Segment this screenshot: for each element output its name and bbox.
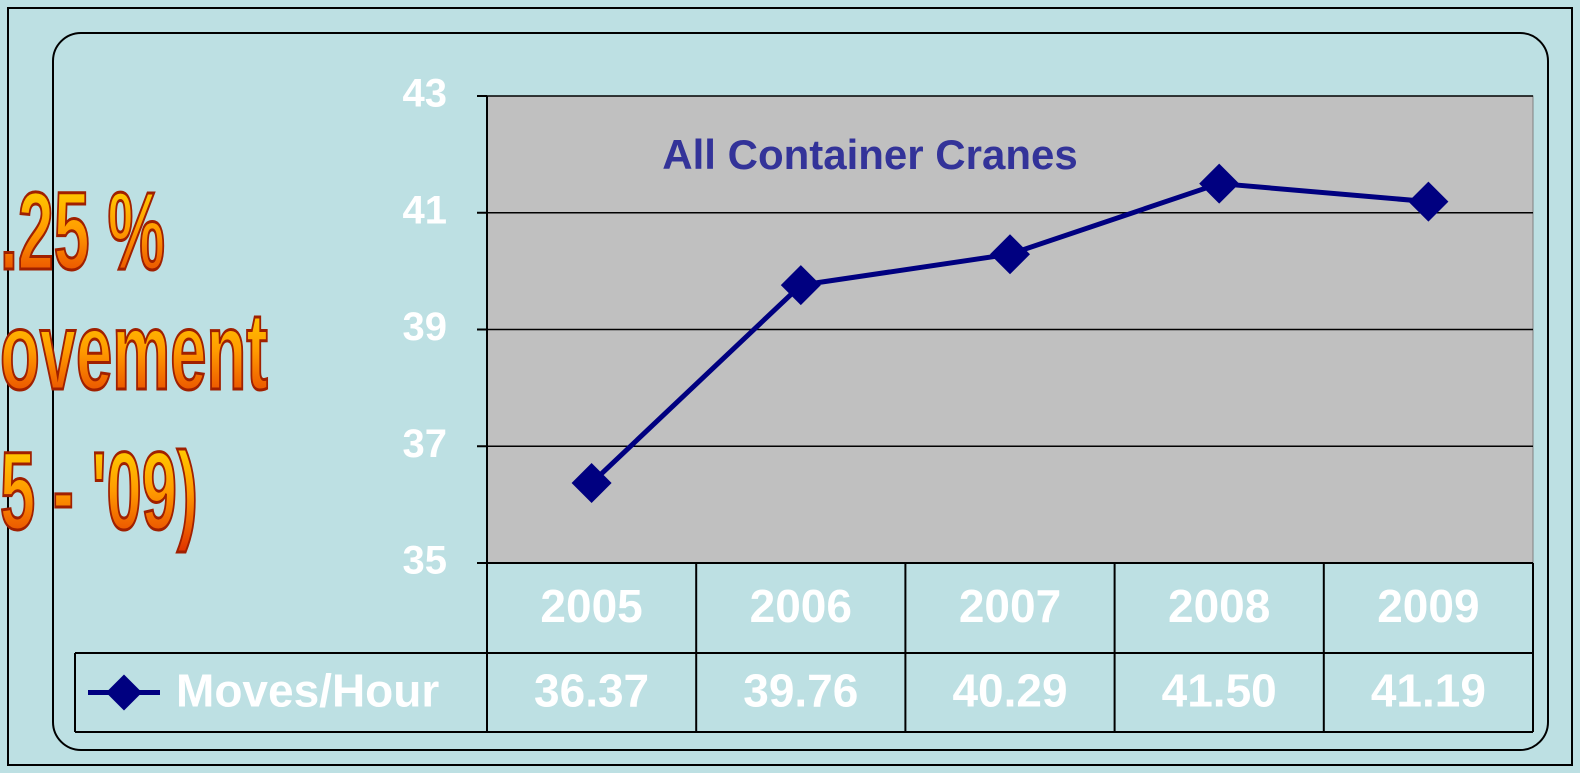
x-tick-label: 2005 — [540, 580, 642, 632]
y-tick-label: 37 — [403, 422, 448, 466]
x-tick-label: 2007 — [959, 580, 1061, 632]
data-label: 36.37 — [534, 665, 649, 717]
chart-title: All Container Cranes — [662, 131, 1077, 178]
annotation: .25 % — [0, 170, 165, 293]
chart: .25 %ovement 5 - '09) 35 37 39 41 43 2005 36.3… — [0, 0, 1580, 773]
x-tick-label: 2009 — [1377, 580, 1479, 632]
y-tick-label: 39 — [403, 305, 448, 349]
y-tick-label: 35 — [403, 539, 448, 583]
legend-label: Moves/Hour — [176, 665, 439, 717]
x-tick-label: 2006 — [750, 580, 852, 632]
y-tick-label: 41 — [403, 188, 448, 232]
data-label: 41.50 — [1162, 665, 1277, 717]
annotation: 5 - '09) — [0, 430, 198, 553]
x-tick-label: 2008 — [1168, 580, 1270, 632]
data-label: 40.29 — [952, 665, 1067, 717]
data-label: 41.19 — [1371, 665, 1486, 717]
annotation: ovement — [0, 290, 268, 413]
y-tick-label: 43 — [403, 72, 448, 116]
data-label: 39.76 — [743, 665, 858, 717]
